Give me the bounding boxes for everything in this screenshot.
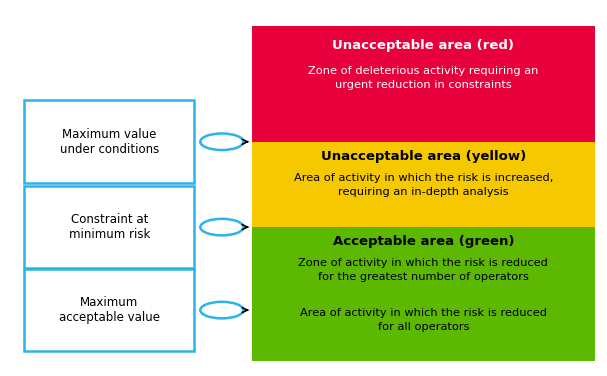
Bar [252, 26, 595, 142]
Text: Maximum
acceptable value: Maximum acceptable value [59, 296, 160, 324]
Text: Acceptable area (green): Acceptable area (green) [333, 235, 514, 249]
Text: Area of activity in which the risk is reduced
for all operators: Area of activity in which the risk is re… [300, 308, 547, 332]
Text: Unacceptable area (yellow): Unacceptable area (yellow) [320, 150, 526, 163]
Bar [24, 269, 194, 352]
Ellipse shape [200, 219, 243, 235]
Bar [252, 227, 595, 361]
Text: Area of activity in which the risk is increased,
requiring an in-depth analysis: Area of activity in which the risk is in… [294, 173, 553, 197]
Text: Zone of activity in which the risk is reduced
for the greatest number of operato: Zone of activity in which the risk is re… [299, 258, 548, 282]
Bar [24, 100, 194, 183]
Ellipse shape [200, 133, 243, 150]
Ellipse shape [200, 302, 243, 318]
Text: Maximum value
under conditions: Maximum value under conditions [59, 128, 159, 156]
Text: Zone of deleterious activity requiring an
urgent reduction in constraints: Zone of deleterious activity requiring a… [308, 66, 538, 90]
Text: Constraint at
minimum risk: Constraint at minimum risk [69, 213, 150, 241]
Bar [252, 142, 595, 227]
Text: Unacceptable area (red): Unacceptable area (red) [333, 39, 514, 53]
Bar [24, 186, 194, 268]
